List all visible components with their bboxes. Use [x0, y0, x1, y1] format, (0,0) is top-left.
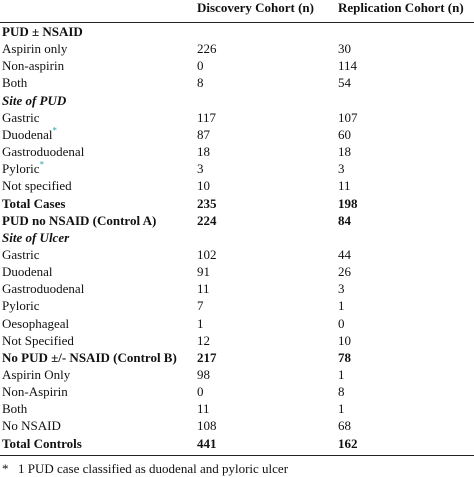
- cell: 1: [338, 367, 345, 382]
- row-label: Aspirin only: [2, 41, 68, 57]
- row-label: Pyloric*: [2, 159, 45, 177]
- cell: 3: [338, 161, 345, 177]
- cell: 235: [197, 195, 217, 211]
- cell: 84: [338, 212, 351, 228]
- row-label: Site of PUD: [2, 92, 67, 108]
- row-label: Total Cases: [2, 195, 66, 211]
- row-label: PUD ± NSAID: [2, 24, 83, 39]
- row-label: PUD no NSAID (Control A): [2, 212, 157, 228]
- footnote: 1 PUD case classified as duodenal and py…: [18, 460, 289, 476]
- cell: 1: [197, 315, 204, 331]
- cell: 3: [197, 161, 204, 177]
- note-mark: *: [39, 159, 45, 170]
- footnote-mark: *: [2, 460, 9, 476]
- cell: 226: [197, 41, 217, 57]
- cell: 0: [338, 315, 345, 331]
- cell: 10: [338, 332, 351, 348]
- cell: 87: [197, 126, 210, 142]
- row-label: No PUD ±/- NSAID (Control B): [2, 349, 177, 365]
- row-label: Aspirin Only: [2, 367, 71, 382]
- row-label: Non-aspirin: [2, 58, 65, 74]
- cell: 114: [338, 58, 358, 74]
- cell: 162: [338, 435, 358, 451]
- row-label: Gastric: [2, 246, 40, 262]
- cell: 18: [197, 144, 210, 160]
- cell: 1: [338, 298, 345, 314]
- row-label: Total Controls: [2, 435, 82, 451]
- cell: 26: [338, 264, 351, 280]
- cell: 18: [338, 144, 351, 160]
- row-label: Oesophageal: [2, 315, 70, 331]
- cell: 198: [338, 195, 358, 211]
- cell: 117: [197, 109, 217, 125]
- note-mark: *: [52, 125, 58, 136]
- row-label: Duodenal: [2, 264, 53, 280]
- cell: 8: [338, 384, 345, 400]
- row-label: Non-Aspirin: [2, 384, 68, 400]
- row-label: Site of Ulcer: [2, 229, 70, 245]
- row-label: Pyloric: [2, 298, 40, 314]
- rule: [0, 454, 474, 456]
- cell: 12: [197, 332, 210, 348]
- cell: 0: [197, 384, 204, 400]
- cell: 441: [197, 435, 217, 451]
- row-label: Both: [2, 401, 28, 417]
- row-label: Gastroduodenal: [2, 144, 85, 160]
- cell: 1: [338, 401, 345, 417]
- cell: 11: [338, 178, 351, 194]
- cell: 3: [338, 281, 345, 297]
- row-label: Both: [2, 75, 28, 91]
- cell: 7: [197, 298, 204, 314]
- cell: 44: [338, 246, 351, 262]
- column-header: Replication Cohort (n): [338, 0, 464, 15]
- cell: 108: [197, 418, 217, 434]
- cell: 78: [338, 349, 351, 365]
- cell: 217: [197, 349, 217, 365]
- cell: 107: [338, 109, 358, 125]
- column-header: Discovery Cohort (n): [197, 0, 314, 15]
- row-label: Not specified: [2, 178, 72, 194]
- row-label: Duodenal*: [2, 125, 58, 142]
- cell: 10: [197, 178, 210, 194]
- cell: 11: [197, 281, 210, 297]
- row-label: Gastric: [2, 109, 40, 125]
- cell: 0: [197, 58, 204, 74]
- cell: 8: [197, 75, 204, 91]
- cell: 68: [338, 418, 351, 434]
- rule: [0, 22, 474, 23]
- cell: 91: [197, 264, 210, 280]
- cell: 224: [197, 212, 217, 228]
- row-label: Not Specified: [2, 332, 74, 348]
- row-label: No NSAID: [2, 418, 61, 434]
- cell: 54: [338, 75, 351, 91]
- cell: 30: [338, 41, 351, 57]
- cell: 60: [338, 126, 351, 142]
- cell: 11: [197, 401, 210, 417]
- row-label: Gastroduodenal: [2, 281, 85, 297]
- cell: 102: [197, 246, 217, 262]
- cell: 98: [197, 367, 210, 382]
